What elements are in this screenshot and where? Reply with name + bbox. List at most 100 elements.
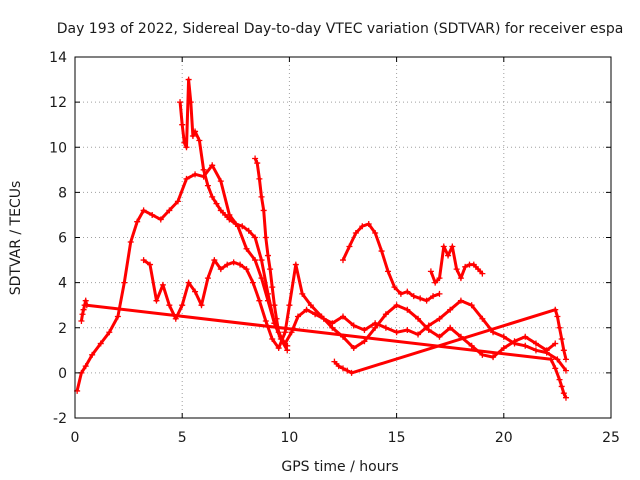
data-point-marker	[479, 315, 486, 322]
data-point-marker	[393, 329, 400, 336]
data-point-marker	[183, 144, 190, 151]
series-track-6	[427, 243, 486, 286]
data-point-marker	[303, 306, 310, 313]
data-point-marker	[423, 297, 430, 304]
data-point-marker	[264, 290, 271, 297]
y-tick-label: 12	[49, 95, 67, 111]
data-point-marker	[166, 207, 173, 214]
data-point-marker	[174, 198, 181, 205]
data-point-marker	[511, 338, 518, 345]
data-point-marker	[532, 347, 539, 354]
data-point-marker	[271, 302, 278, 309]
data-point-marker	[436, 275, 443, 282]
data-point-marker	[378, 248, 385, 255]
data-point-marker	[230, 259, 237, 266]
data-point-marker	[181, 139, 188, 146]
data-point-marker	[196, 137, 203, 144]
data-point-marker	[89, 351, 96, 358]
data-point-marker	[340, 257, 346, 264]
data-point-marker	[425, 327, 432, 334]
data-point-marker	[447, 306, 454, 313]
data-point-marker	[78, 317, 85, 324]
data-point-marker	[558, 336, 565, 343]
x-tick-label: 0	[71, 430, 80, 446]
data-point-marker	[479, 270, 486, 277]
y-tick-label: -2	[53, 411, 67, 427]
x-tick-label: 20	[495, 430, 513, 446]
x-tick-label: 10	[280, 430, 298, 446]
data-point-marker	[211, 257, 218, 264]
data-point-marker	[209, 162, 216, 169]
data-point-marker	[331, 358, 338, 365]
plot-area	[74, 76, 569, 401]
data-point-marker	[80, 306, 87, 313]
data-point-marker	[522, 342, 529, 349]
data-point-marker	[365, 220, 372, 227]
data-point-marker	[258, 257, 265, 264]
data-point-marker	[249, 279, 256, 286]
data-point-marker	[177, 99, 184, 106]
data-point-marker	[361, 327, 368, 334]
x-tick-label: 5	[178, 430, 187, 446]
x-axis-label: GPS time / hours	[281, 459, 398, 475]
data-point-marker	[292, 261, 299, 268]
data-point-marker	[239, 223, 246, 230]
data-point-marker	[554, 356, 561, 363]
data-point-marker	[307, 302, 314, 309]
data-point-marker	[224, 261, 231, 268]
data-point-marker	[258, 193, 265, 200]
data-point-marker	[436, 333, 443, 340]
data-point-marker	[284, 342, 291, 349]
data-point-marker	[556, 324, 563, 331]
data-point-marker	[226, 216, 233, 223]
data-point-marker	[312, 311, 319, 318]
data-point-marker	[79, 311, 86, 318]
data-point-marker	[391, 284, 398, 291]
series-track-1	[74, 162, 569, 394]
x-tick-label: 25	[602, 430, 620, 446]
data-point-marker	[562, 367, 569, 374]
data-point-marker	[140, 207, 147, 214]
x-axis-ticks: 0 5 10 15 20 25	[71, 57, 620, 446]
y-axis-ticks: -2 0 2 4 6 8 10 12 14	[49, 50, 611, 427]
data-point-marker	[562, 394, 569, 401]
data-point-marker	[500, 333, 507, 340]
grid-lines	[75, 57, 611, 418]
data-point-marker	[256, 175, 263, 182]
data-point-marker	[166, 302, 173, 309]
data-point-marker	[232, 220, 239, 227]
data-point-marker	[252, 155, 259, 162]
data-point-marker	[149, 211, 156, 218]
data-point-marker	[213, 200, 220, 207]
series-track-8	[78, 297, 569, 401]
y-tick-label: 8	[58, 185, 67, 201]
data-point-marker	[522, 333, 529, 340]
data-point-marker	[404, 327, 411, 334]
data-point-marker	[264, 252, 271, 259]
data-point-marker	[468, 342, 475, 349]
data-point-marker	[192, 128, 199, 135]
data-point-marker	[445, 252, 452, 259]
y-tick-label: 14	[49, 50, 67, 66]
data-point-marker	[372, 324, 379, 331]
data-point-marker	[275, 329, 282, 336]
data-point-marker	[344, 367, 351, 374]
y-tick-label: 6	[58, 231, 67, 247]
data-point-marker	[262, 234, 269, 241]
data-point-marker	[457, 275, 464, 282]
data-point-marker	[217, 207, 224, 214]
data-point-marker	[318, 313, 325, 320]
data-point-marker	[453, 266, 460, 273]
data-point-marker	[83, 302, 90, 309]
data-point-marker	[252, 234, 259, 241]
data-point-marker	[275, 345, 282, 352]
data-point-marker	[243, 245, 250, 252]
data-point-marker	[440, 243, 447, 250]
data-point-marker	[532, 340, 539, 347]
data-point-marker	[372, 229, 379, 236]
data-point-marker	[340, 313, 346, 320]
data-point-marker	[204, 182, 211, 189]
data-point-marker	[254, 160, 261, 167]
data-point-marker	[262, 317, 269, 324]
data-point-marker	[204, 275, 211, 282]
